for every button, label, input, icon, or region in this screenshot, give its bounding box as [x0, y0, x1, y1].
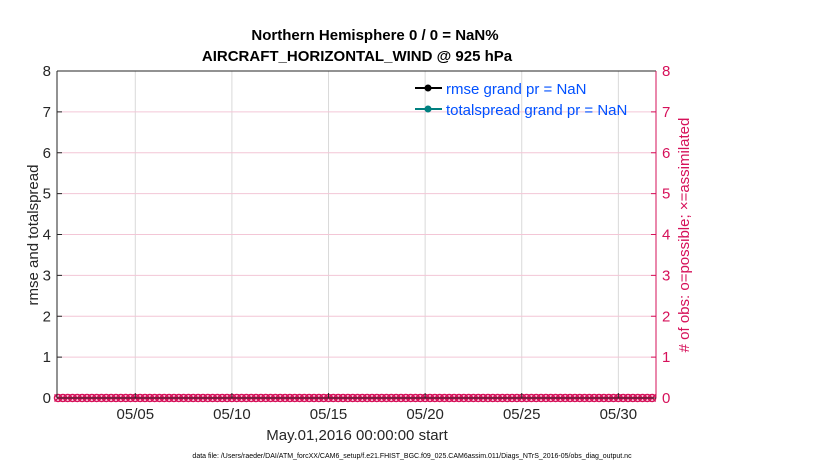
y-tick-label-right: 7	[662, 104, 670, 121]
chart-title-line2: AIRCRAFT_HORIZONTAL_WIND @ 925 hPa	[202, 48, 513, 65]
legend: rmse grand pr = NaN totalspread grand pr…	[415, 81, 627, 119]
y-tick-label-right: 5	[662, 186, 670, 203]
y-tick-label-right: 6	[662, 145, 670, 162]
y-tick-label-left: 8	[43, 63, 51, 80]
x-tick-label: 05/25	[503, 406, 541, 423]
y-tick-label-left: 1	[43, 349, 51, 366]
y-tick-label-left: 6	[43, 145, 51, 162]
y-tick-label-right: 0	[662, 390, 670, 407]
y-tick-label-left: 5	[43, 186, 51, 203]
y-tick-label-left: 2	[43, 308, 51, 325]
axes: 05/05 05/10 05/15 05/20 05/25 05/30 0 0 1 1 2 2 3 3 4 4…	[43, 63, 671, 423]
legend-rmse-label: rmse grand pr = NaN	[446, 81, 586, 98]
y-tick-label-right: 2	[662, 308, 670, 325]
x-tick-label: 05/30	[600, 406, 638, 423]
legend-totalspread-marker	[424, 105, 432, 113]
y-tick-label-left: 0	[43, 390, 51, 407]
x-tick-label: 05/10	[213, 406, 251, 423]
y-axis-label-left: rmse and totalspread	[25, 165, 42, 306]
y-tick-label-right: 4	[662, 227, 670, 244]
y-tick-label-left: 3	[43, 267, 51, 284]
data-file-footer: data file: /Users/raeder/DAI/ATM_forcXX/…	[192, 453, 632, 460]
x-tick-label: 05/15	[310, 406, 348, 423]
legend-rmse-marker	[424, 84, 432, 92]
x-axis-label: May.01,2016 00:00:00 start	[266, 427, 448, 444]
x-tick-label: 05/20	[406, 406, 444, 423]
grid	[57, 71, 656, 398]
legend-totalspread-label: totalspread grand pr = NaN	[446, 102, 627, 119]
y-tick-label-right: 1	[662, 349, 670, 366]
y-tick-label-left: 7	[43, 104, 51, 121]
y-tick-label-left: 4	[43, 227, 51, 244]
y-tick-label-right: 3	[662, 267, 670, 284]
x-tick-label: 05/05	[117, 406, 155, 423]
y-axis-label-right: # of obs: o=possible; ×=assimilated	[676, 118, 693, 353]
y-tick-label-right: 8	[662, 63, 670, 80]
chart-title-line1: Northern Hemisphere 0 / 0 = NaN%	[251, 27, 498, 44]
